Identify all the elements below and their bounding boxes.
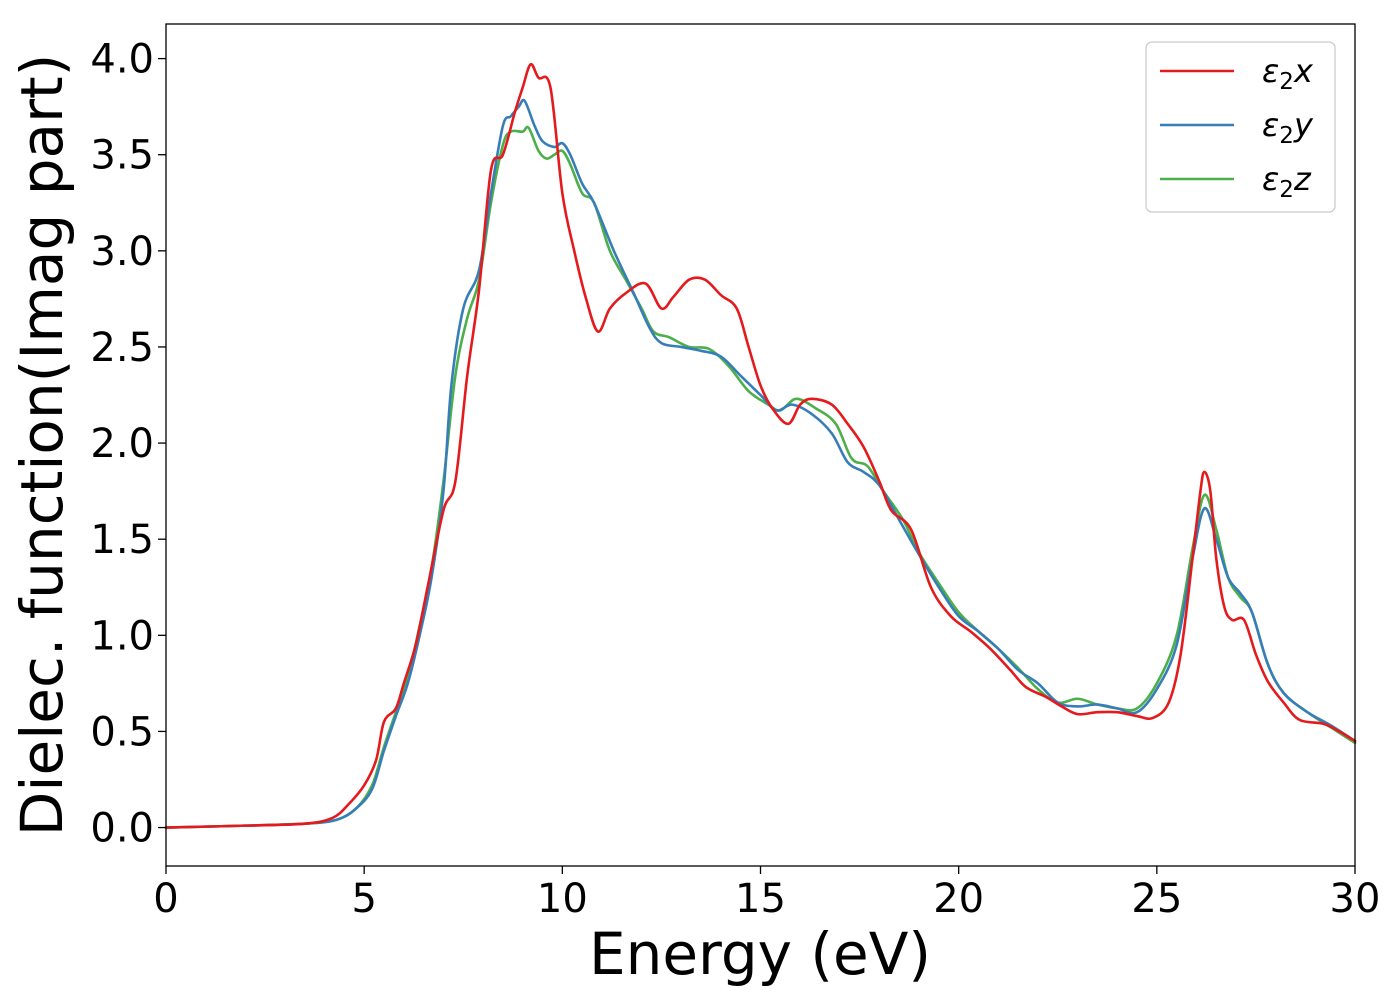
legend: ε2x ε2y ε2z xyxy=(1145,41,1336,213)
x-tick-label: 15 xyxy=(735,876,786,922)
x-tick-label: 5 xyxy=(351,876,376,922)
x-tick-label: 0 xyxy=(153,876,178,922)
y-tick-label: 3.0 xyxy=(90,229,154,275)
x-tick-label: 20 xyxy=(933,876,984,922)
y-tick-label: 3.5 xyxy=(90,133,154,179)
legend-box xyxy=(1145,41,1336,213)
y-tick-label: 2.5 xyxy=(90,325,154,371)
legend-label: ε2y xyxy=(1262,106,1314,149)
x-axis: 0 5 10 15 20 25 30 xyxy=(153,866,1380,922)
x-tick-label: 25 xyxy=(1131,876,1182,922)
legend-label: ε2z xyxy=(1262,160,1312,203)
series-line-2x xyxy=(164,63,1357,829)
x-tick-label: 10 xyxy=(537,876,588,922)
y-tick-label: 0.5 xyxy=(90,709,154,755)
y-tick-label: 2.0 xyxy=(90,421,154,467)
y-tick-label: 1.0 xyxy=(90,613,154,659)
y-axis: 0.0 0.5 1.0 1.5 2.0 2.5 3.0 3.5 4.0 xyxy=(90,37,166,852)
y-tick-label: 1.5 xyxy=(90,517,154,563)
series-line-2z xyxy=(164,125,1357,829)
series-line-2y xyxy=(164,98,1357,829)
y-tick-label: 0.0 xyxy=(90,806,154,852)
x-tick-label: 30 xyxy=(1330,876,1381,922)
y-axis-title: Dielec. function(Imag part) xyxy=(8,54,76,837)
series-layer xyxy=(164,63,1357,829)
legend-label: ε2x xyxy=(1262,52,1314,95)
x-axis-title: Energy (eV) xyxy=(589,920,931,988)
y-tick-label: 4.0 xyxy=(90,37,154,83)
